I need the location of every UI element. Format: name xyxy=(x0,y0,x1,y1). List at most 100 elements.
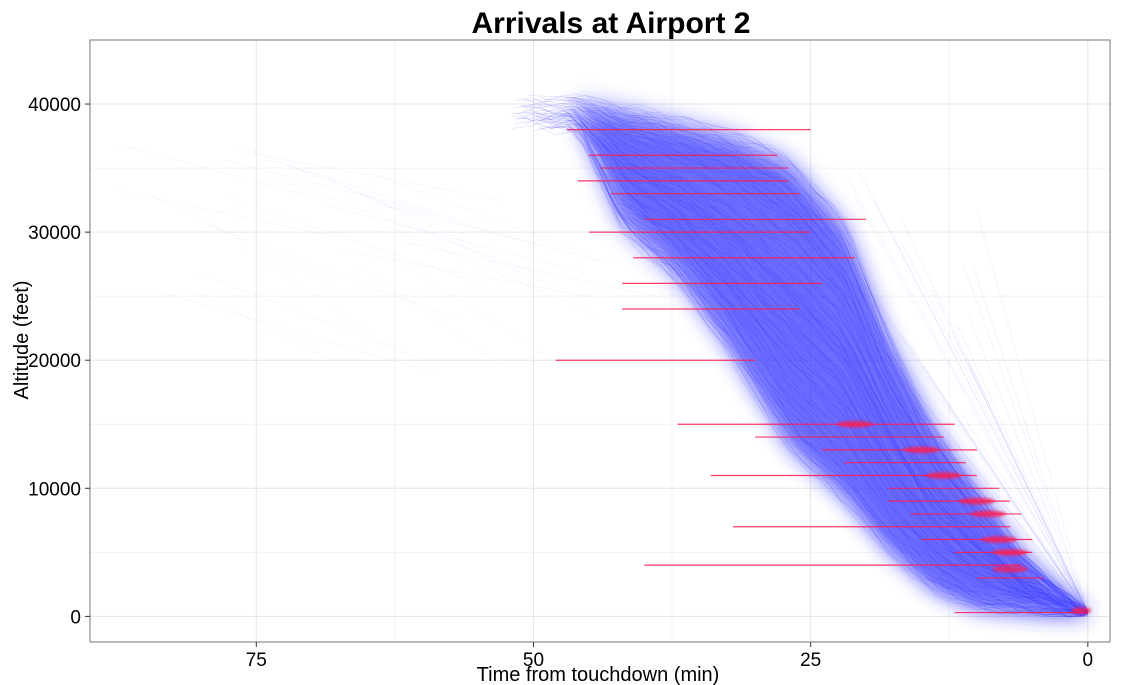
trajectory-line xyxy=(627,226,1088,616)
direct-trace xyxy=(968,316,1089,613)
faint-trace xyxy=(245,246,389,347)
trajectory-line xyxy=(575,123,1088,613)
trajectory-line xyxy=(568,115,1089,617)
direct-trace xyxy=(853,195,1089,613)
faint-trace xyxy=(364,170,591,256)
faint-trace xyxy=(385,253,546,356)
trajectory-line xyxy=(608,172,1088,613)
faint-trace xyxy=(262,157,436,212)
faint-trace xyxy=(198,272,419,359)
faint-trace xyxy=(394,204,539,246)
trajectory-line xyxy=(603,107,1088,615)
trajectory-line xyxy=(523,108,1088,613)
trajectory-line xyxy=(616,208,1088,614)
trajectory-line xyxy=(581,121,1088,615)
direct-trace xyxy=(857,352,1089,613)
trajectory-line xyxy=(638,237,1089,617)
direct-trace xyxy=(907,351,1089,613)
holding-blob xyxy=(958,497,995,505)
trajectory-line xyxy=(638,238,1089,615)
trajectory-line xyxy=(615,203,1088,617)
trajectory-line xyxy=(543,103,1088,613)
faint-trace xyxy=(146,192,334,286)
trajectory-line xyxy=(516,115,1088,615)
direct-trace xyxy=(843,299,1089,613)
trajectory-line xyxy=(514,118,1088,616)
trajectory-line xyxy=(591,121,1088,613)
trajectory-line xyxy=(618,161,1088,614)
holding-blob xyxy=(992,548,1029,556)
plot-frame xyxy=(89,39,1111,643)
faint-trace xyxy=(403,242,666,299)
faint-trace xyxy=(292,161,481,250)
plot-area xyxy=(114,93,1092,617)
trajectory-line xyxy=(585,137,1088,617)
direct-trace xyxy=(874,295,1089,613)
holding-blob xyxy=(992,565,1029,573)
trajectory-line xyxy=(570,109,1088,613)
faint-trace xyxy=(270,176,533,273)
trajectory-line xyxy=(523,116,1088,613)
holding-blob xyxy=(1071,607,1092,615)
holding-blob xyxy=(925,471,962,479)
trajectory-line xyxy=(530,116,1088,617)
trajectory-line xyxy=(540,119,1088,614)
trajectory-line xyxy=(632,128,1088,613)
y-axis-label: Altitude (feet) xyxy=(11,281,33,400)
direct-trace xyxy=(969,367,1089,613)
x-tick-label: 0 xyxy=(1083,650,1094,671)
x-axis-label: Time from touchdown (min) xyxy=(477,664,720,685)
trajectory-line xyxy=(555,109,1088,613)
trajectory-line xyxy=(640,203,1088,614)
y-tick-label: 20000 xyxy=(28,351,81,372)
trajectory-line xyxy=(524,98,1088,613)
faint-trace xyxy=(395,217,559,290)
trajectory-line xyxy=(591,102,1088,613)
direct-trace xyxy=(952,332,1089,613)
trajectory-line xyxy=(623,202,1088,614)
trajectory-line xyxy=(514,111,1088,613)
chart-title: Arrivals at Airport 2 xyxy=(472,7,751,40)
direct-trace xyxy=(904,422,1089,613)
trajectory-line xyxy=(603,180,1089,617)
trajectory-line xyxy=(643,112,1089,613)
trajectory-line xyxy=(572,111,1088,613)
trajectory-line xyxy=(548,118,1088,613)
direct-trace xyxy=(969,362,1089,613)
direct-trace xyxy=(922,366,1089,613)
faint-trace xyxy=(377,221,596,315)
x-axis: 75 50 25 0 xyxy=(246,642,1093,671)
trajectory-line xyxy=(567,129,1088,617)
trajectory-line xyxy=(586,111,1088,615)
trajectory-line xyxy=(621,199,1089,617)
direct-trace xyxy=(957,324,1089,613)
faint-trace xyxy=(357,264,501,365)
trajectory-line xyxy=(547,127,1088,615)
faint-trace xyxy=(160,291,436,374)
trajectory-line xyxy=(522,97,1089,613)
faint-trace xyxy=(242,151,503,201)
direct-trace xyxy=(859,318,1089,613)
trajectory-line xyxy=(537,113,1089,613)
direct-trace xyxy=(874,200,1089,613)
faint-trace xyxy=(225,196,482,285)
trajectory-line xyxy=(586,113,1089,613)
holding-blob xyxy=(837,420,873,428)
trajectory-line xyxy=(614,205,1088,617)
trajectory-line xyxy=(567,126,1088,617)
trajectory-line xyxy=(552,126,1089,617)
trajectory-line xyxy=(575,106,1088,613)
trajectory-line xyxy=(549,120,1088,616)
level-segments xyxy=(555,128,1092,615)
direct-trace xyxy=(908,394,1089,613)
trajectory-line xyxy=(596,115,1089,613)
trajectory-line xyxy=(583,103,1089,613)
x-tick-label: 75 xyxy=(246,650,267,671)
direct-trace xyxy=(926,369,1089,613)
direct-trace xyxy=(845,174,1089,613)
direct-trace xyxy=(963,264,1089,613)
trajectory-line xyxy=(626,168,1088,613)
faint-trace xyxy=(340,249,602,300)
trajectory-line xyxy=(592,140,1088,613)
trajectory-line xyxy=(566,124,1088,617)
